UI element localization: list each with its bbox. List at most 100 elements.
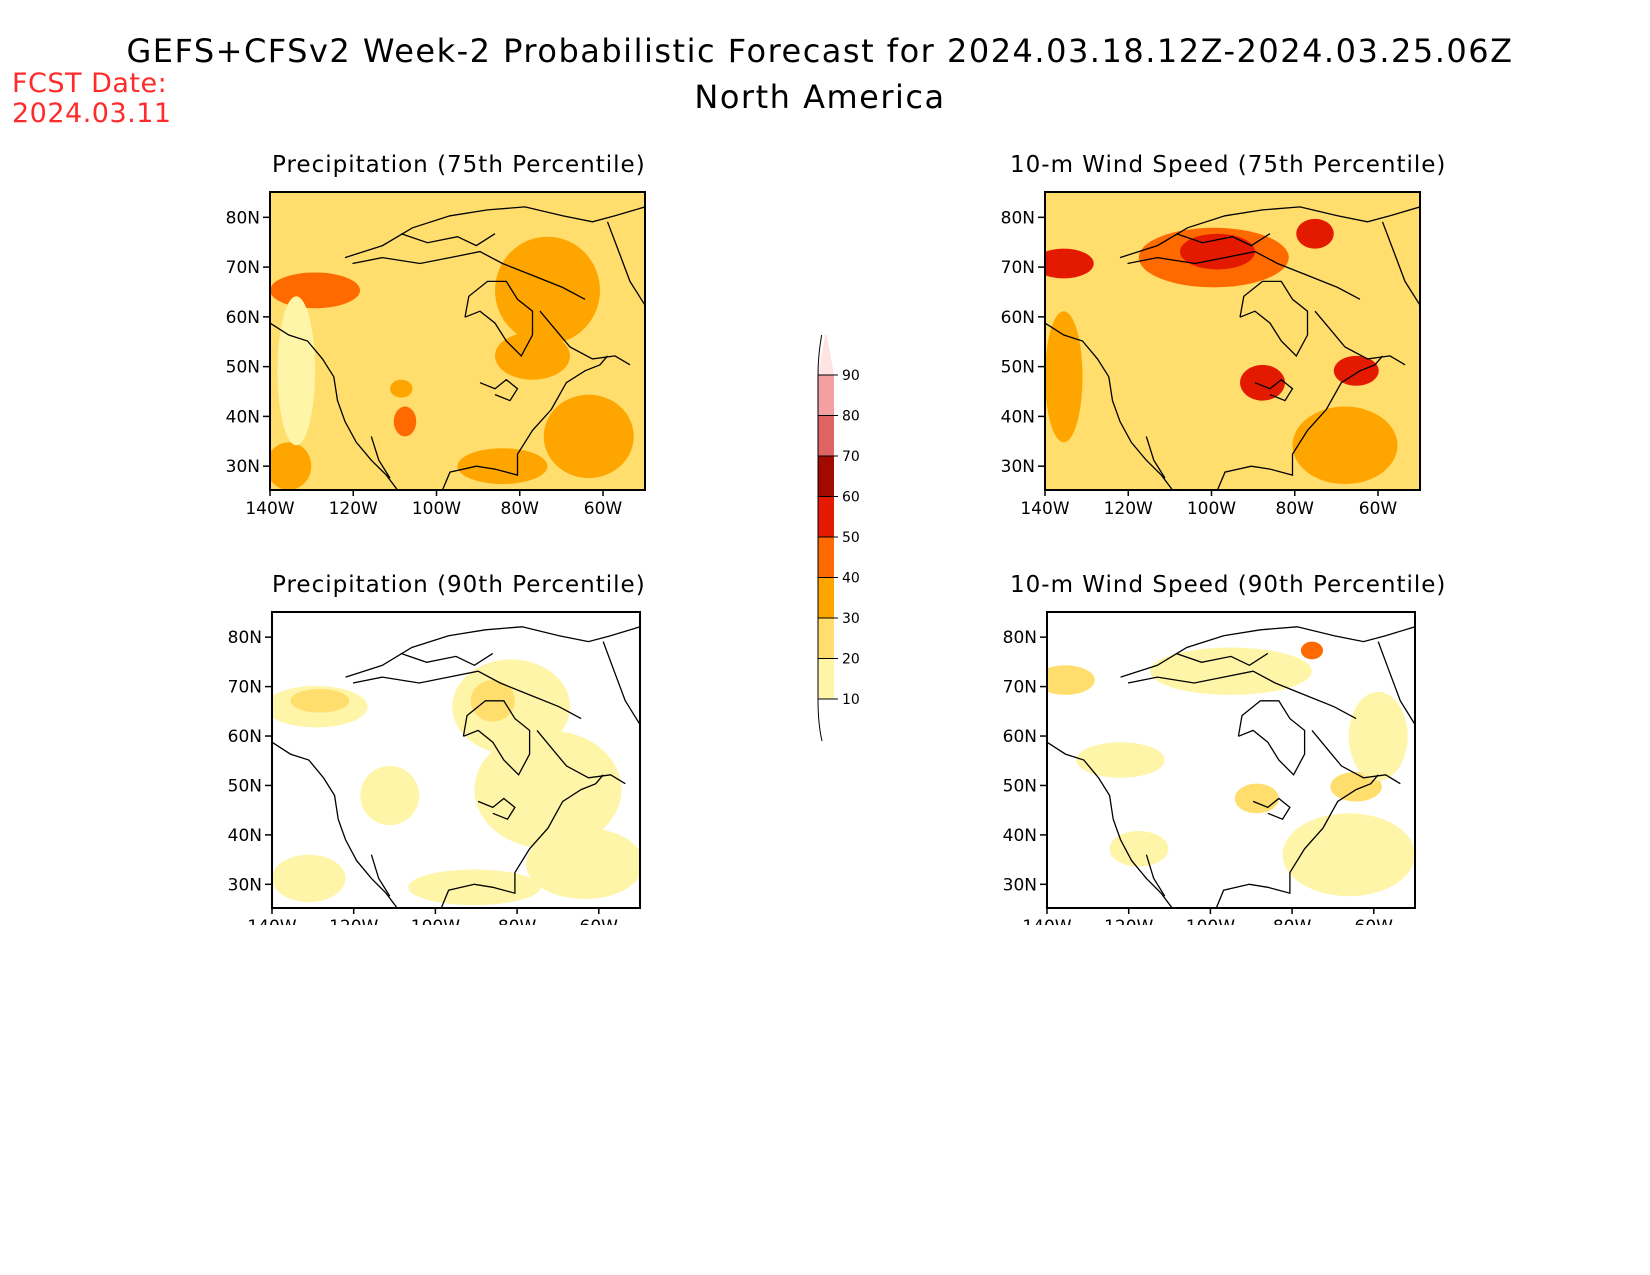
coastline bbox=[464, 280, 534, 357]
colorbar-level-label: 40 bbox=[842, 571, 860, 587]
coastline bbox=[272, 741, 398, 908]
panel-title-wind-90: 10-m Wind Speed (90th Percentile) bbox=[1010, 572, 1447, 598]
colorbar-edge bbox=[817, 335, 823, 376]
lon-tick-label: 140W bbox=[1020, 499, 1069, 519]
lon-tick-label: 80W bbox=[498, 917, 537, 925]
coastline bbox=[1175, 652, 1269, 667]
lat-tick-label: 50N bbox=[1001, 358, 1035, 378]
coastline bbox=[440, 774, 604, 908]
map-wind-75: 80N 70N 60N 50N 40N 30N 140W 120W 100W 80W 60W bbox=[1001, 191, 1421, 519]
probability-shading bbox=[1076, 742, 1165, 778]
lon-tick-label: 140W bbox=[245, 499, 294, 519]
colorbar-level-label: 30 bbox=[842, 611, 860, 627]
lat-tick-label: 70N bbox=[1003, 678, 1037, 698]
colorbar-level-label: 60 bbox=[842, 490, 860, 506]
probability-shading bbox=[1045, 311, 1083, 443]
coastline bbox=[536, 729, 626, 785]
coastline bbox=[1254, 378, 1294, 402]
coastline bbox=[479, 378, 519, 402]
coastline bbox=[602, 641, 640, 725]
probability-shading bbox=[1330, 771, 1382, 802]
coastline bbox=[370, 854, 391, 897]
lat-tick-label: 80N bbox=[228, 628, 262, 648]
coastline bbox=[1047, 741, 1173, 908]
lon-tick-label: 100W bbox=[1187, 499, 1236, 519]
lat-tick-label: 70N bbox=[228, 678, 262, 698]
coastline bbox=[1237, 700, 1306, 776]
probability-shading bbox=[1240, 364, 1285, 401]
colorbar-level-label: 80 bbox=[842, 409, 860, 425]
probability-shading bbox=[360, 765, 420, 826]
coastline bbox=[1215, 774, 1379, 908]
map-precip-90: 80N 70N 60N 50N 40N 30N 140W 120W 100W 80W 60W bbox=[228, 611, 641, 925]
probability-shading bbox=[1234, 783, 1279, 814]
coastline bbox=[1145, 854, 1166, 897]
coastline bbox=[270, 322, 399, 490]
colorbar-swatch bbox=[818, 618, 834, 659]
lon-tick-label: 140W bbox=[247, 917, 296, 925]
lon-tick-label: 120W bbox=[329, 917, 378, 925]
coastline bbox=[1311, 729, 1401, 785]
coastline bbox=[400, 652, 494, 667]
colorbar-swatch bbox=[818, 537, 834, 578]
probability-shading bbox=[1180, 233, 1255, 270]
probability-shading bbox=[277, 296, 315, 446]
probability-shading bbox=[270, 272, 360, 309]
coastline bbox=[1239, 280, 1309, 357]
coastline bbox=[1120, 626, 1415, 678]
colorbar-edge bbox=[817, 698, 823, 742]
probability-shading bbox=[1300, 641, 1323, 660]
coastline bbox=[1252, 797, 1291, 821]
lat-tick-label: 50N bbox=[226, 358, 260, 378]
lat-tick-label: 70N bbox=[1001, 258, 1035, 278]
lat-tick-label: 70N bbox=[226, 258, 260, 278]
lon-tick-label: 100W bbox=[411, 917, 460, 925]
coastline bbox=[1119, 206, 1420, 259]
probability-shading bbox=[474, 730, 622, 849]
lat-tick-label: 60N bbox=[1001, 308, 1035, 328]
lat-tick-label: 50N bbox=[228, 776, 262, 796]
probability-shading bbox=[1282, 813, 1415, 897]
coastline bbox=[1127, 250, 1361, 300]
coastline bbox=[401, 233, 496, 247]
lon-tick-label: 60W bbox=[1355, 917, 1394, 925]
lon-tick-label: 60W bbox=[1359, 499, 1398, 519]
coastline bbox=[606, 221, 645, 306]
probability-shading bbox=[1047, 665, 1095, 695]
coastline bbox=[462, 700, 531, 776]
lat-tick-label: 40N bbox=[1003, 826, 1037, 846]
colorbar-level-label: 90 bbox=[842, 368, 860, 384]
probability-shading bbox=[1348, 691, 1408, 781]
coastline bbox=[352, 670, 582, 720]
colorbar-swatch bbox=[818, 456, 834, 497]
lat-tick-label: 30N bbox=[1003, 875, 1037, 895]
colorbar-cap bbox=[818, 335, 834, 375]
probability-shading bbox=[270, 442, 312, 490]
lat-tick-label: 40N bbox=[226, 407, 260, 427]
lon-tick-label: 120W bbox=[1104, 917, 1153, 925]
coastline bbox=[1377, 641, 1415, 725]
lat-tick-label: 60N bbox=[228, 727, 262, 747]
probability-shading bbox=[525, 828, 640, 900]
lat-tick-label: 30N bbox=[228, 875, 262, 895]
lon-tick-label: 80W bbox=[501, 499, 540, 519]
map-precip-75: 80N 70N 60N 50N 40N 30N 140W 120W 100W 80W 60W bbox=[226, 191, 646, 519]
colorbar-level-label: 20 bbox=[842, 652, 860, 668]
coastline bbox=[1381, 221, 1420, 306]
lat-tick-label: 30N bbox=[226, 457, 260, 477]
lat-tick-label: 80N bbox=[1001, 208, 1035, 228]
map-frame bbox=[269, 191, 646, 491]
lon-tick-label: 120W bbox=[329, 499, 378, 519]
probability-shading bbox=[272, 854, 346, 903]
lon-tick-label: 80W bbox=[1276, 499, 1315, 519]
lat-tick-label: 50N bbox=[1003, 776, 1037, 796]
map-frame bbox=[1044, 191, 1421, 491]
coastline bbox=[1045, 322, 1174, 490]
coastline bbox=[1145, 436, 1166, 479]
probability-shading bbox=[1045, 248, 1094, 279]
panel-title-precip-90: Precipitation (90th Percentile) bbox=[272, 572, 646, 598]
lon-tick-label: 80W bbox=[1273, 917, 1312, 925]
probability-shading bbox=[1292, 406, 1398, 485]
lat-tick-label: 60N bbox=[1003, 727, 1037, 747]
colorbar-swatch bbox=[818, 375, 834, 416]
